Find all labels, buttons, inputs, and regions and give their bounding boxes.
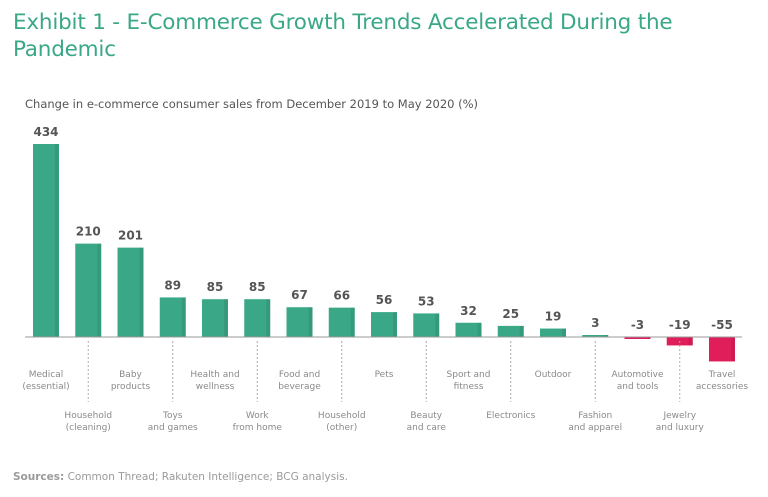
- value-label: 210: [76, 225, 101, 239]
- category-label: and tools: [617, 382, 659, 392]
- category-label: Food and: [279, 370, 320, 380]
- bar-shade: [477, 322, 482, 337]
- bar-shade: [519, 325, 524, 337]
- category-label: (cleaning): [66, 423, 111, 433]
- bar-shade: [266, 299, 271, 337]
- category-label: beverage: [278, 382, 321, 392]
- bar: [371, 312, 397, 337]
- category-label: Household: [64, 411, 112, 421]
- sources-text: Common Thread; Rakuten Intelligence; BCG…: [64, 471, 348, 483]
- category-label: Jewelry: [662, 411, 696, 421]
- category-label: Pets: [375, 370, 394, 380]
- sources-label: Sources:: [13, 471, 65, 483]
- category-label: Fashion: [578, 411, 612, 421]
- category-label: Health and: [190, 370, 239, 380]
- bar-shade: [646, 337, 651, 339]
- bar-shade: [55, 144, 59, 337]
- category-label: Baby: [119, 370, 142, 380]
- bar-shade: [604, 335, 609, 337]
- chart-subtitle: Change in e-commerce consumer sales from…: [25, 97, 479, 111]
- bar-shade: [350, 307, 355, 337]
- value-label: 67: [291, 288, 308, 302]
- category-label: Medical: [29, 370, 63, 380]
- category-label: Toys: [162, 411, 183, 421]
- category-label: products: [111, 382, 151, 392]
- category-label: Sport and: [447, 370, 491, 380]
- category-label: fitness: [454, 382, 484, 392]
- bar: [75, 243, 102, 337]
- category-label: Beauty: [410, 411, 442, 421]
- bar-shade: [308, 307, 313, 337]
- chart-title: Exhibit 1 - E-Commerce Growth Trends Acc…: [13, 10, 673, 62]
- bar-shade: [688, 337, 693, 346]
- value-label: -3: [631, 318, 644, 332]
- bar-shade: [435, 313, 440, 337]
- category-label: from home: [233, 423, 283, 433]
- value-label: 434: [33, 125, 58, 139]
- value-label: 3: [591, 316, 599, 330]
- value-label: -19: [669, 318, 691, 332]
- category-label: wellness: [196, 382, 235, 392]
- value-label: 201: [118, 229, 143, 243]
- bar-shade: [181, 297, 186, 337]
- bar: [159, 297, 186, 337]
- category-label: and apparel: [568, 423, 622, 433]
- value-label: 25: [502, 307, 519, 321]
- category-label: accessories: [696, 382, 749, 392]
- bar: [202, 299, 228, 337]
- bar: [582, 335, 609, 337]
- bar: [709, 337, 735, 362]
- bar-shade: [139, 247, 144, 337]
- bar: [455, 322, 482, 337]
- category-label: Work: [246, 411, 270, 421]
- category-label: Automotive: [611, 370, 664, 380]
- value-label: 89: [164, 278, 181, 292]
- sources-note: Sources: Common Thread; Rakuten Intellig…: [13, 471, 348, 483]
- bar: [413, 313, 440, 337]
- category-label: Outdoor: [535, 370, 572, 380]
- bar-shade: [731, 337, 735, 362]
- category-label: and care: [407, 423, 447, 433]
- value-label: 66: [333, 289, 350, 303]
- category-label: (essential): [22, 382, 69, 392]
- value-label: 53: [418, 294, 435, 308]
- bar-shade: [562, 328, 566, 337]
- category-label: (other): [326, 423, 357, 433]
- value-label: 85: [249, 280, 266, 294]
- bar-shade: [224, 299, 228, 337]
- bar-shade: [97, 243, 102, 337]
- category-label: and luxury: [656, 423, 705, 433]
- bar: [540, 328, 566, 337]
- bar: [33, 144, 59, 337]
- category-label: Travel: [708, 370, 736, 380]
- bar: [244, 299, 271, 337]
- bar: [117, 247, 144, 337]
- category-label: Household: [318, 411, 366, 421]
- bar: [328, 307, 355, 337]
- bar-shade: [393, 312, 397, 337]
- value-label: -55: [711, 318, 733, 332]
- value-label: 85: [207, 280, 224, 294]
- value-label: 19: [545, 310, 562, 324]
- bar: [497, 325, 524, 337]
- category-label: Electronics: [486, 411, 535, 421]
- category-label: and games: [148, 423, 198, 433]
- bar-chart: 434 Medical (essential) 210 Household (cleani…: [22, 125, 749, 433]
- bar: [624, 337, 651, 339]
- bar: [286, 307, 313, 337]
- value-label: 56: [376, 293, 393, 307]
- value-label: 32: [460, 304, 477, 318]
